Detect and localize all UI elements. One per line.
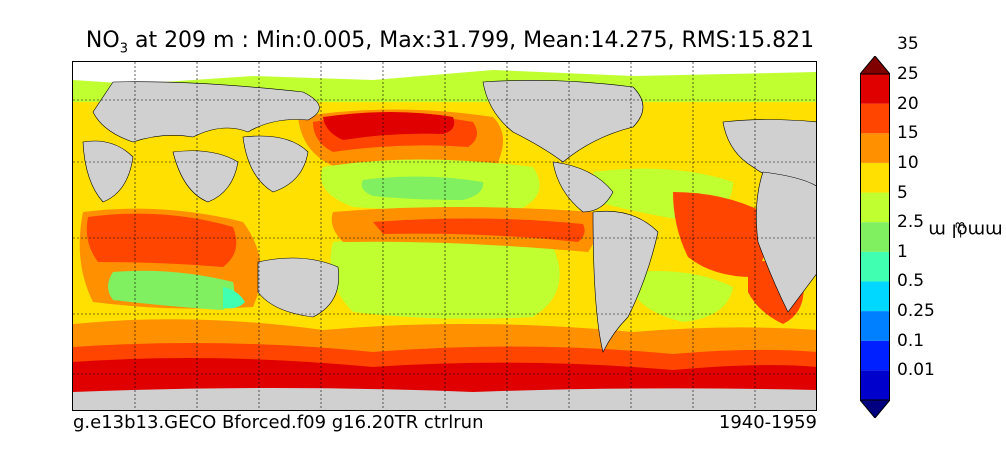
colorbar-swatch bbox=[860, 281, 890, 312]
title-prefix: NO bbox=[85, 28, 120, 53]
north-atlantic bbox=[612, 120, 757, 184]
title-text: at 209 m : Min:0.005, Max:31.799, Mean:1… bbox=[127, 28, 815, 53]
south-pacific-gyre bbox=[330, 235, 560, 319]
colorbar-swatch bbox=[860, 192, 890, 223]
colorbar-tick-label: 10 bbox=[897, 152, 919, 173]
africa bbox=[756, 171, 816, 313]
africa-east bbox=[82, 140, 134, 203]
antarctica bbox=[73, 388, 816, 410]
colorbar-tick-label: 1 bbox=[897, 241, 908, 262]
equatorial-pacific-core bbox=[373, 218, 585, 242]
footer-period: 1940-1959 bbox=[718, 412, 817, 433]
colorbar-tick-label: 2.5 bbox=[897, 212, 925, 233]
colorbar-tick-label: 0.5 bbox=[897, 271, 925, 292]
colorbar-label-text: mmol m bbox=[927, 219, 1003, 241]
colorbar-swatch bbox=[860, 222, 890, 252]
colorbar-tick-label: 20 bbox=[897, 93, 919, 114]
colorbar-tick-label: 0.1 bbox=[897, 330, 925, 351]
india bbox=[172, 150, 239, 203]
footer-run-name: g.e13b13.GECO Bforced.f09 g16.20TR ctrlr… bbox=[73, 412, 484, 433]
eurasia bbox=[92, 81, 320, 143]
north-pacific-gyre-core bbox=[361, 176, 484, 200]
colorbar-swatch bbox=[860, 133, 890, 163]
title-subscript: 3 bbox=[119, 41, 128, 57]
colorbar-swatches bbox=[860, 56, 890, 418]
colorbar bbox=[860, 56, 890, 418]
colorbar-tick-label: 25 bbox=[897, 64, 919, 84]
colorbar-swatch bbox=[860, 162, 890, 193]
colorbar-swatch bbox=[860, 340, 890, 371]
central-america bbox=[552, 161, 614, 213]
colorbar-swatch bbox=[860, 311, 890, 341]
colorbar-swatch bbox=[860, 103, 890, 134]
colorbar-swatch bbox=[860, 370, 890, 400]
colorbar-tick-label: 35 bbox=[897, 34, 919, 55]
indian-ocean-gyre bbox=[108, 270, 235, 310]
north-america bbox=[482, 80, 644, 163]
indian-ocean-core bbox=[86, 213, 237, 267]
colorbar-tick-label: 0.01 bbox=[897, 360, 935, 381]
colorbar-swatch bbox=[860, 74, 890, 104]
ocean-map bbox=[72, 61, 817, 411]
north-pacific-core bbox=[323, 112, 455, 140]
colorbar-extend-max bbox=[860, 56, 890, 75]
colorbar-extend-min bbox=[860, 399, 890, 418]
map-plot bbox=[73, 62, 816, 410]
colorbar-tick-label: 5 bbox=[897, 182, 908, 203]
south-america bbox=[592, 210, 659, 353]
graticule bbox=[73, 62, 816, 410]
colorbar-tick-label: 15 bbox=[897, 123, 919, 144]
colorbar-tick-label: 0.25 bbox=[897, 301, 935, 322]
map-title: NO3 at 209 m : Min:0.005, Max:31.799, Me… bbox=[0, 28, 900, 56]
south-atlantic-gyre bbox=[633, 271, 733, 322]
colorbar-swatch bbox=[860, 251, 890, 282]
colorbar-label: mmol m −3 bbox=[928, 160, 1002, 300]
west-africa-upwelling bbox=[673, 192, 767, 277]
indian-ocean-low bbox=[223, 287, 245, 309]
australia bbox=[257, 257, 339, 318]
colorbar-frame bbox=[860, 73, 890, 401]
